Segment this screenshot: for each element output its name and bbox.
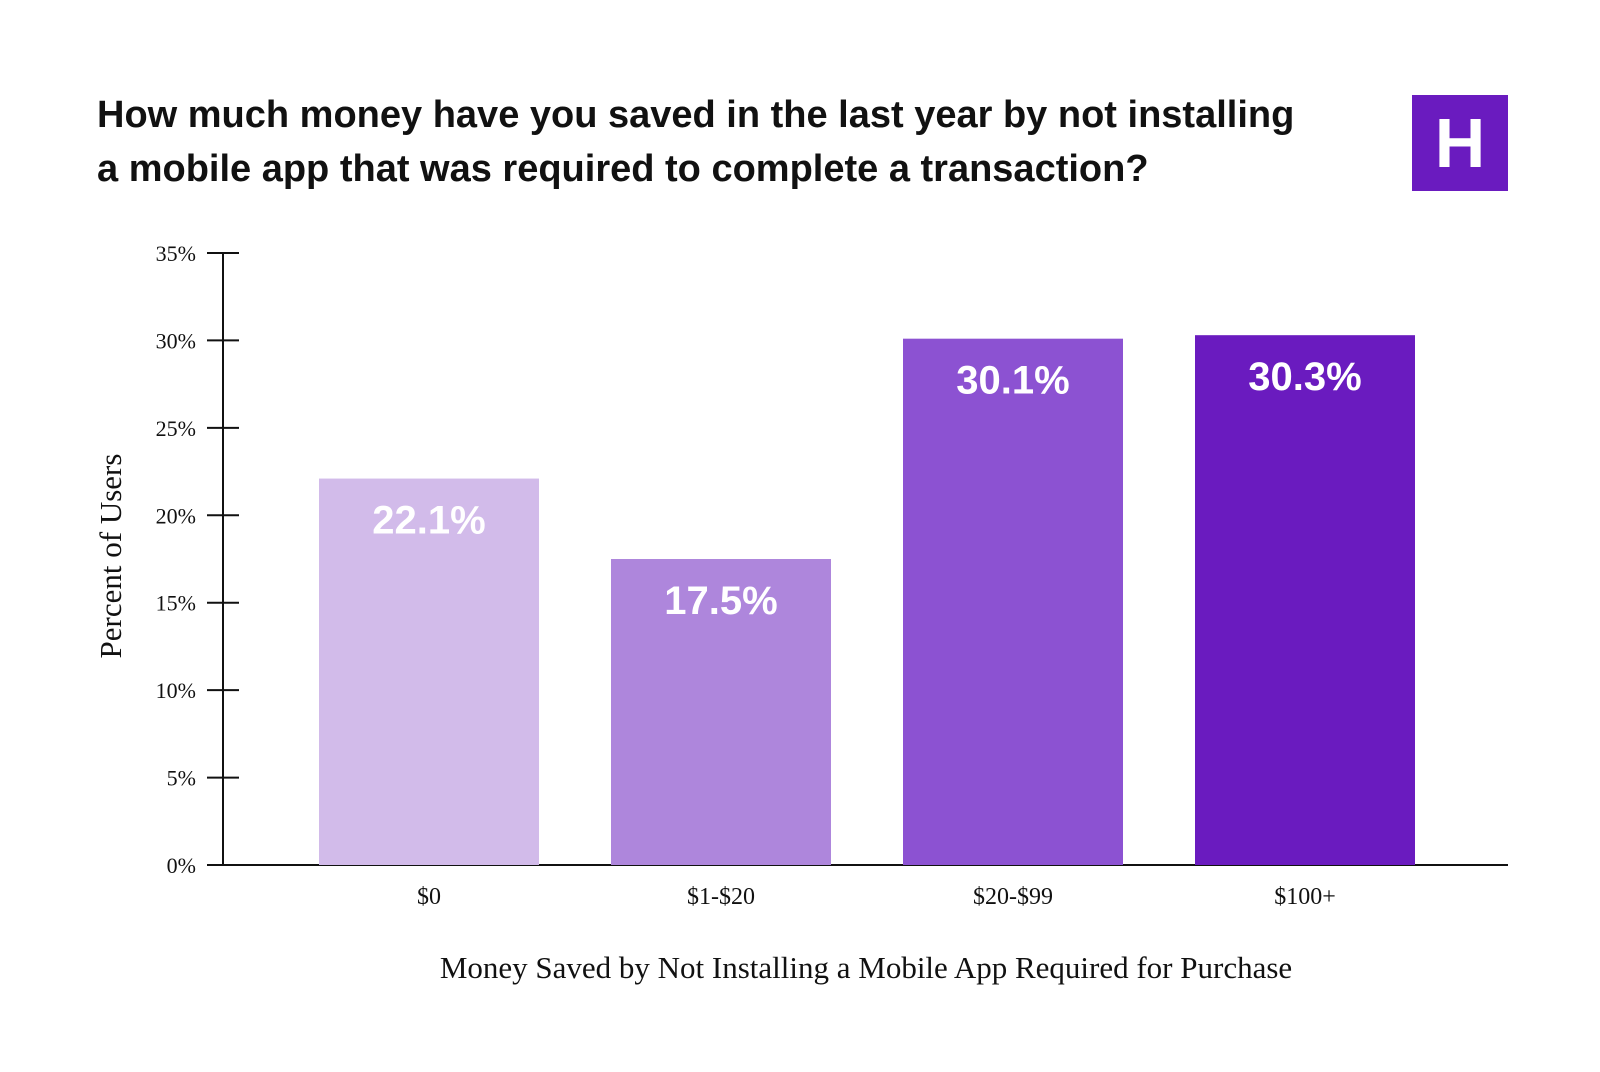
chart-title-line-1: How much money have you saved in the las… xyxy=(97,94,1295,136)
y-axis-title: Percent of Users xyxy=(93,454,128,659)
x-tick-label: $0 xyxy=(417,884,441,910)
x-axis: $0 $1-$20 $20-$99 $100+ xyxy=(223,864,1508,910)
bar xyxy=(319,478,539,865)
bar xyxy=(611,559,831,865)
bar-data-label: 22.1% xyxy=(372,499,485,543)
bar-data-label: 30.1% xyxy=(956,359,1069,403)
y-tick-label: 25% xyxy=(156,416,196,441)
y-tick-label: 5% xyxy=(167,766,196,791)
y-tick-label: 10% xyxy=(156,678,196,703)
chart-title-line-2: a mobile app that was required to comple… xyxy=(97,148,1149,190)
x-tick-label: $20-$99 xyxy=(973,884,1053,910)
y-tick-label: 20% xyxy=(156,503,196,528)
bars: 22.1% 17.5% 30.1% 30.3% xyxy=(319,335,1415,865)
bar xyxy=(1195,335,1415,865)
y-tick-label: 35% xyxy=(156,241,196,266)
x-axis-title: Money Saved by Not Installing a Mobile A… xyxy=(440,950,1292,985)
bar-data-label: 30.3% xyxy=(1248,355,1361,399)
y-tick-label: 0% xyxy=(167,853,196,878)
y-axis: 0% 5% 10% 15% 20% 25% 30% 35% xyxy=(156,241,239,878)
bar xyxy=(903,338,1123,865)
brand-logo-letter: H xyxy=(1434,104,1486,182)
bar-data-label: 17.5% xyxy=(664,579,777,623)
y-tick-label: 15% xyxy=(156,591,196,616)
y-tick-label: 30% xyxy=(156,328,196,353)
chart-title: How much money have you saved in the las… xyxy=(97,88,1377,196)
x-tick-label: $100+ xyxy=(1274,884,1336,910)
x-tick-label: $1-$20 xyxy=(687,884,755,910)
brand-logo: H xyxy=(1412,95,1508,191)
